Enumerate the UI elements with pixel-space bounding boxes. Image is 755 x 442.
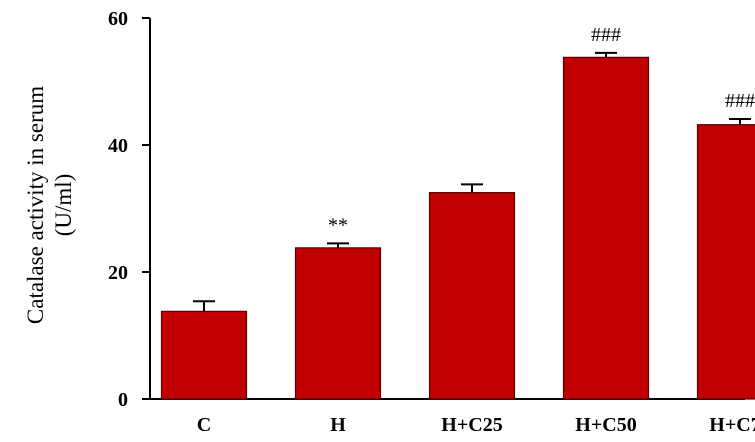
significance-marker: ** xyxy=(328,214,348,236)
y-tick-label: 0 xyxy=(118,389,128,411)
x-tick-label: H xyxy=(330,414,346,436)
bar-c xyxy=(160,310,248,400)
x-tick-label: H+C25 xyxy=(441,414,502,436)
significance-annotations: ** ### ### xyxy=(328,24,755,237)
y-ticks: 0 20 40 60 xyxy=(108,8,150,411)
significance-marker: ### xyxy=(725,90,755,112)
x-tick-label: H+C50 xyxy=(575,414,636,436)
bar-h-c75 xyxy=(696,124,755,400)
bars xyxy=(160,56,755,400)
bar-h-c50 xyxy=(562,56,650,400)
y-axis-label-line2: (U/ml) xyxy=(51,174,76,237)
x-tick-label: C xyxy=(197,414,211,436)
x-tick-label: H+C75 xyxy=(709,414,755,436)
y-axis-label-line1: Catalase activity in serum xyxy=(23,86,48,324)
error-bars xyxy=(193,51,751,312)
y-tick-label: 40 xyxy=(108,135,128,157)
x-tick-labels: C H H+C25 H+C50 H+C75 xyxy=(197,414,755,436)
significance-marker: ### xyxy=(591,24,621,46)
y-tick-label: 20 xyxy=(108,262,128,284)
y-tick-label: 60 xyxy=(108,8,128,30)
bar-h xyxy=(294,247,382,400)
bar-h-c25 xyxy=(428,192,516,400)
